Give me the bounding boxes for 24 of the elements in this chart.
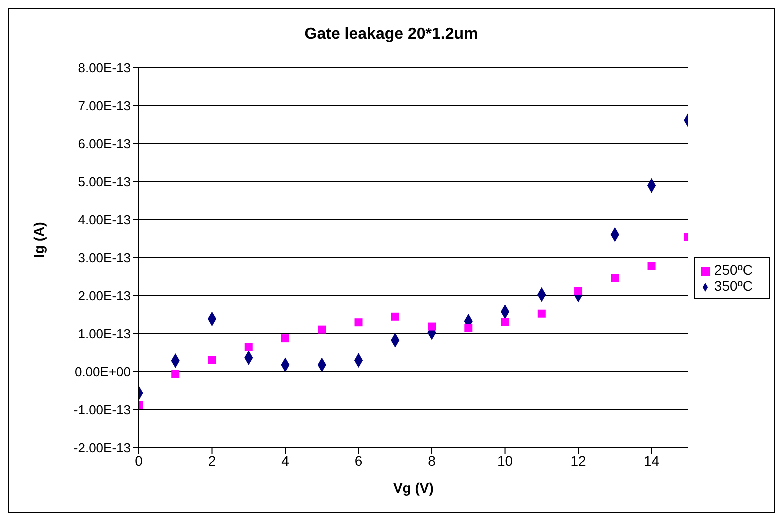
x-tick-label: 12 <box>570 452 587 469</box>
x-tick-label: 6 <box>354 452 363 469</box>
x-tick-label: 8 <box>428 452 436 469</box>
x-tick-label: 4 <box>282 452 290 469</box>
x-tick-label: 10 <box>497 452 514 469</box>
y-tick-label: 1.00E-13 <box>78 326 131 342</box>
x-tick-label: 0 <box>135 452 144 469</box>
legend-label: 350ºC <box>714 278 753 294</box>
x-tick-label: 2 <box>208 452 216 469</box>
y-tick-label: -1.00E-13 <box>74 402 131 418</box>
y-tick-label: 4.00E-13 <box>78 212 131 228</box>
y-tick-label: 6.00E-13 <box>78 136 131 152</box>
chart-title: Gate leakage 20*1.2um <box>304 26 480 45</box>
y-tick-label: 8.00E-13 <box>78 60 131 76</box>
y-tick-label: 5.00E-13 <box>78 174 131 190</box>
y-axis-title: Ig (A) <box>30 222 47 258</box>
y-tick-label: -2.00E-13 <box>74 440 131 456</box>
legend-label: 250ºC <box>714 262 753 278</box>
x-tick-label: 14 <box>644 452 660 469</box>
y-tick-label: 3.00E-13 <box>78 250 131 266</box>
y-tick-label: 7.00E-13 <box>78 98 131 114</box>
y-tick-label: 0.00E+00 <box>74 364 131 380</box>
y-tick-label: 2.00E-13 <box>78 288 131 304</box>
x-axis-title: Vg (V) <box>393 480 434 496</box>
